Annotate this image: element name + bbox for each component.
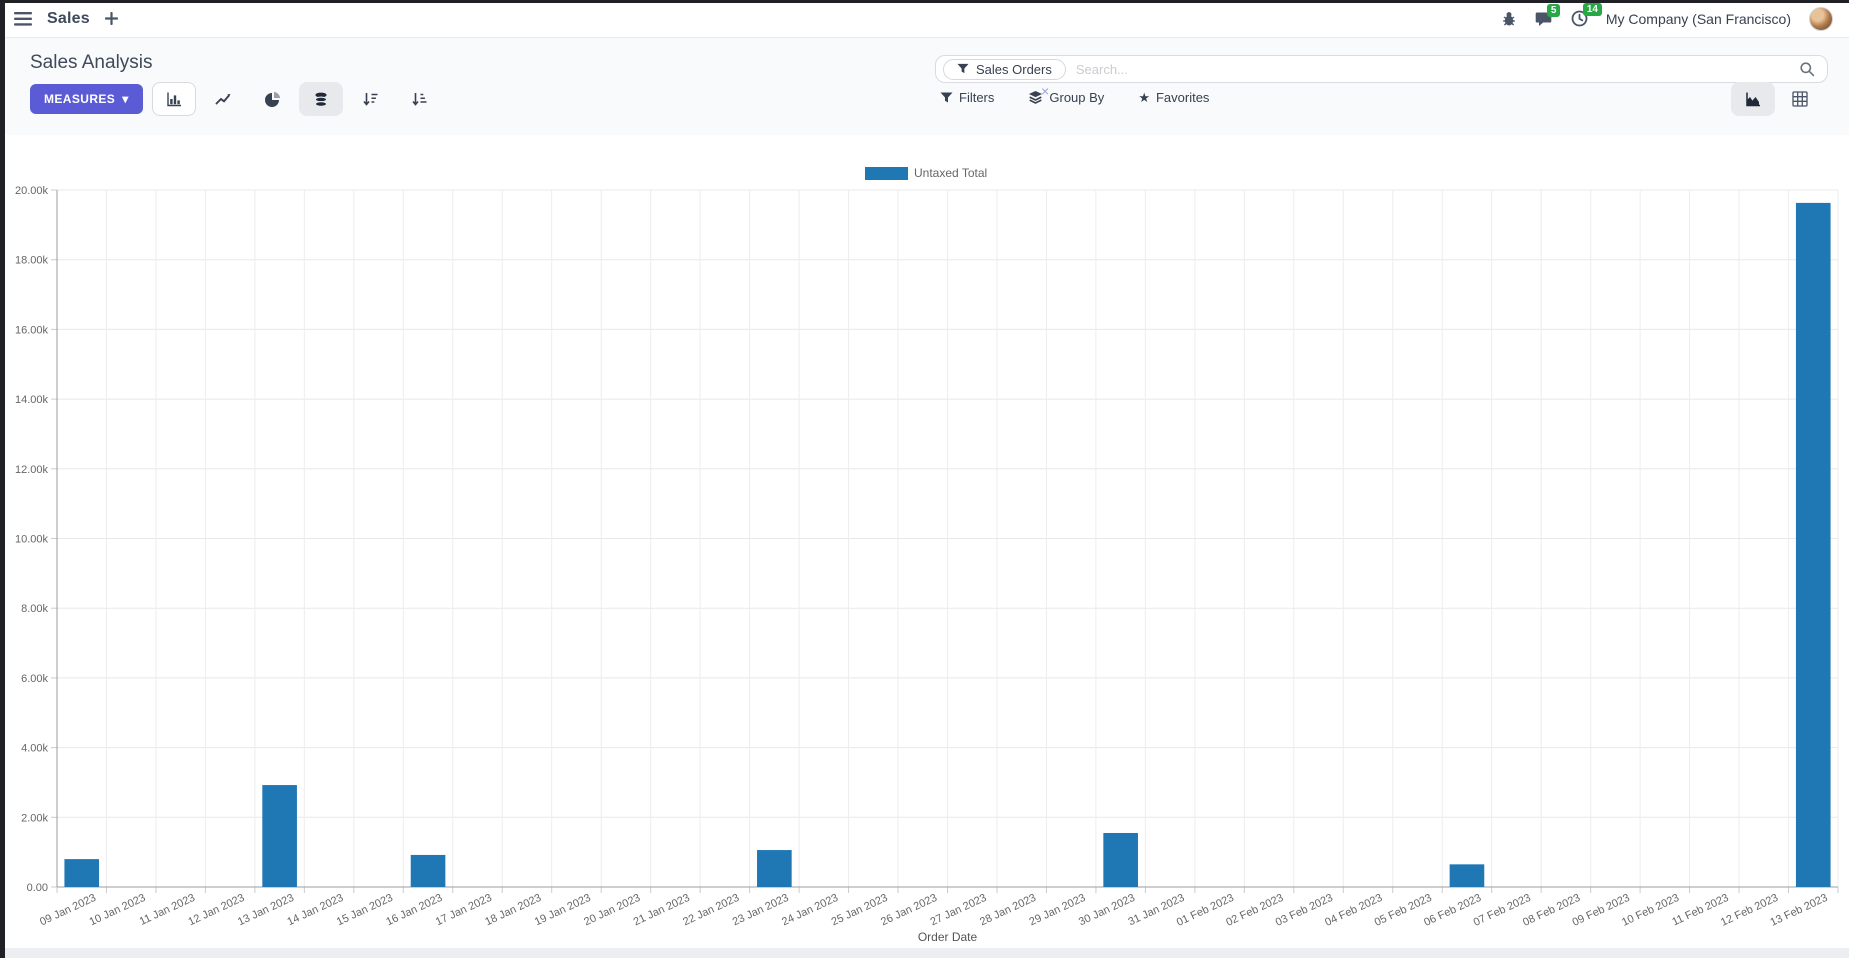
app-name[interactable]: Sales [47, 9, 90, 27]
x-tick-label: 13 Feb 2023 [1768, 892, 1829, 929]
stacked-icon [314, 92, 328, 107]
filter-facet-icon [957, 63, 969, 74]
activities-count-badge: 14 [1582, 3, 1602, 16]
group-by-button[interactable]: Group By [1028, 90, 1104, 105]
measures-label: MEASURES [44, 92, 116, 106]
y-tick-label: 16.00k [15, 324, 49, 336]
activities-button[interactable]: 14 [1571, 3, 1602, 27]
filters-button[interactable]: Filters [940, 90, 994, 105]
star-icon: ★ [1138, 90, 1150, 105]
facet-label: Sales Orders [976, 61, 1052, 77]
favorites-button[interactable]: ★ Favorites [1138, 90, 1209, 105]
control-panel: Sales Analysis MEASURES ▾ [0, 38, 1849, 135]
sort-ascending-button[interactable] [397, 82, 441, 116]
sort-ascending-icon [411, 93, 426, 106]
chart-bar-13 Jan 2023[interactable] [262, 785, 297, 887]
y-tick-label: 6.00k [21, 673, 48, 685]
y-tick-label: 20.00k [15, 185, 49, 197]
search-menus: Filters Group By ★ Favorites [940, 90, 1209, 105]
y-tick-label: 12.00k [15, 464, 49, 476]
search-facet[interactable]: Sales Orders [943, 58, 1066, 80]
sort-descending-button[interactable] [348, 82, 392, 116]
chart-legend[interactable]: Untaxed Total [865, 166, 987, 180]
y-tick-label: 8.00k [21, 603, 48, 615]
area-chart-icon [1745, 92, 1760, 107]
caret-down-icon: ▾ [122, 92, 129, 106]
bar-chart-button[interactable] [152, 82, 196, 116]
y-tick-label: 2.00k [21, 812, 48, 824]
search-input[interactable] [1065, 61, 1799, 77]
pie-chart-button[interactable] [250, 82, 294, 116]
facet-remove-icon[interactable]: × [1041, 83, 1050, 99]
pie-chart-icon [264, 91, 280, 107]
chart-bar-23 Jan 2023[interactable] [757, 850, 792, 887]
line-chart-icon [215, 94, 230, 105]
chart-bar-09 Jan 2023[interactable] [64, 859, 100, 887]
layers-icon [1029, 90, 1043, 104]
top-navbar: Sales 5 14 My Company (S [0, 0, 1849, 38]
chart-container: Untaxed Total 0.00 2.00k 4.00k 6.00k 8.00k 10… [0, 135, 1849, 948]
chart-bar-13 Feb 2023[interactable] [1795, 202, 1831, 887]
pivot-view-button[interactable] [1783, 82, 1817, 116]
company-switcher[interactable]: My Company (San Francisco) [1605, 10, 1791, 27]
page-title: Sales Analysis [30, 52, 153, 73]
debug-bug-icon[interactable] [1501, 11, 1517, 27]
bar-chart-icon [166, 92, 181, 107]
window-top-edge [0, 0, 1849, 3]
messages-button[interactable]: 5 [1535, 3, 1561, 27]
chart-bar-30 Jan 2023[interactable] [1103, 832, 1138, 887]
view-switcher [1731, 82, 1817, 116]
hamburger-menu-icon[interactable] [14, 11, 32, 26]
legend-swatch [865, 166, 908, 180]
search-icon[interactable] [1799, 61, 1815, 77]
filter-icon [940, 92, 953, 102]
y-tick-label: 18.00k [15, 255, 49, 267]
window-left-edge [0, 0, 5, 958]
chart-bar-06 Feb 2023[interactable] [1449, 864, 1485, 887]
group-by-label: Group By [1049, 90, 1105, 105]
clock-icon [1571, 10, 1588, 27]
sales-analysis-chart: 0.00 2.00k 4.00k 6.00k 8.00k 10.00k 12.00k 14.0… [15, 185, 1839, 944]
pivot-table-icon [1792, 91, 1808, 107]
filters-label: Filters [959, 90, 995, 105]
messages-count-badge: 5 [1546, 3, 1561, 17]
y-tick-label: 14.00k [15, 394, 49, 406]
chart-bar-16 Jan 2023[interactable] [410, 854, 446, 887]
page-bottom-strip [0, 948, 1849, 958]
plus-tab-icon[interactable] [104, 12, 118, 25]
y-tick-label: 4.00k [21, 743, 48, 755]
y-tick-label: 10.00k [15, 534, 49, 546]
measures-button[interactable]: MEASURES ▾ [30, 84, 143, 114]
stacked-toggle-button[interactable] [299, 82, 343, 116]
y-tick-label: 0.00 [27, 882, 48, 894]
user-avatar[interactable] [1809, 6, 1833, 31]
chart-toolbar [152, 82, 441, 116]
search-bar: Sales Orders [935, 55, 1828, 83]
x-axis-title: Order Date [918, 930, 978, 944]
x-tick-label: 10 Jan 2023 [88, 892, 148, 928]
sort-descending-icon [362, 93, 377, 106]
legend-label: Untaxed Total [914, 166, 988, 180]
line-chart-button[interactable] [201, 82, 245, 116]
graph-view-button[interactable] [1731, 82, 1775, 116]
favorites-label: Favorites [1155, 90, 1210, 105]
